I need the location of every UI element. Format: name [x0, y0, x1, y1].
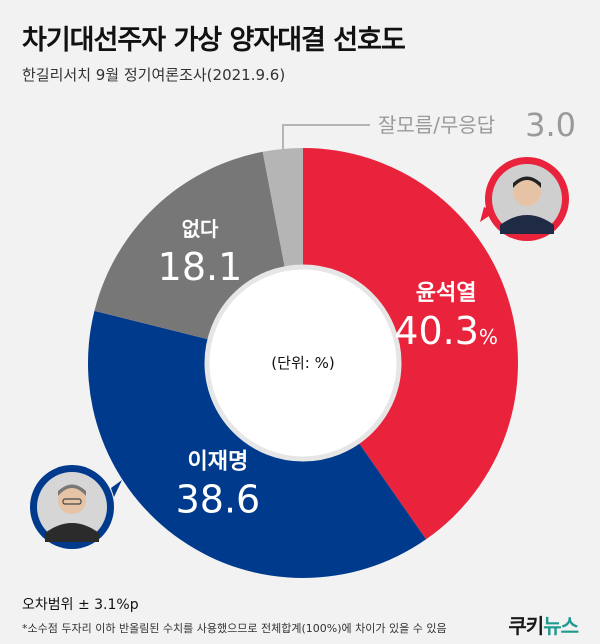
center-unit-label: (단위: %) [271, 354, 334, 372]
page-subtitle: 한길리서치 9월 정기여론조사(2021.9.6) [22, 66, 286, 84]
pie-slice [303, 148, 519, 540]
avatar-lee [30, 465, 122, 549]
avatar-yoon [480, 157, 569, 241]
slice-value-label: 3.0 [525, 106, 576, 144]
leader-line [282, 124, 370, 152]
slice-value-label: 38.6 [176, 478, 261, 522]
pie-slice [87, 310, 427, 578]
brand-logo-part2: 뉴스 [543, 614, 579, 638]
margin-of-error: 오차범위 ± 3.1%p [22, 597, 139, 613]
footnote: *소수점 두자리 이하 반올림된 수치를 사용했으므로 전체합계(100%)에 … [22, 622, 447, 635]
donut-hole-ring [204, 264, 402, 462]
slice-name-label: 이재명 [188, 450, 249, 475]
slice-name-label: 잘모름/무응답 [378, 113, 495, 137]
brand-logo-part1: 쿠키 [508, 614, 544, 638]
page-title: 차기대선주자 가상 양자대결 선호도 [22, 25, 406, 56]
slice-name-label: 윤석열 [416, 281, 477, 306]
slice-value-unit: % [479, 325, 498, 349]
brand-logo: 쿠키뉴스 [508, 610, 579, 639]
slice-name-label: 없다 [182, 217, 219, 241]
donut-hole [207, 267, 399, 459]
slice-value-label: 18.1 [158, 245, 243, 289]
pie-slice [262, 148, 303, 269]
